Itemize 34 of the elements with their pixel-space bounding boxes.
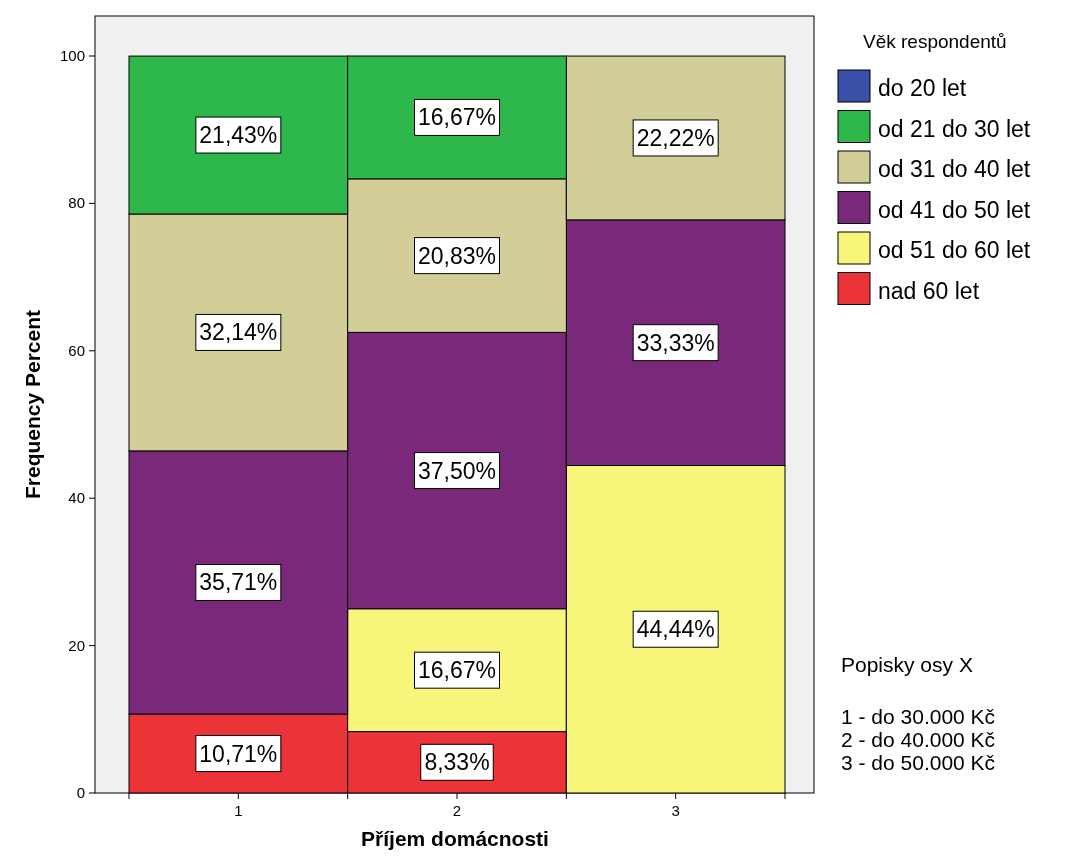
y-axis-title: Frequency Percent	[21, 309, 44, 500]
y-tick-label: 100	[59, 47, 85, 64]
data-label: 16,67%	[417, 104, 497, 131]
y-tick-label: 40	[68, 489, 85, 507]
legend-label: od 41 do 50 let	[878, 196, 1031, 223]
y-tick-label: 80	[68, 194, 85, 212]
data-label: 10,71%	[199, 740, 278, 767]
data-label: 21,43%	[199, 122, 278, 149]
legend-label: do 20 let	[878, 75, 967, 101]
legend-title: Věk respondentů	[863, 31, 1007, 52]
legend-label: nad 60 let	[878, 277, 980, 304]
y-tick-label: 60	[68, 341, 85, 359]
legend-label: od 31 do 40 let	[878, 156, 1031, 182]
text: 3 - do 50.000 Kč	[841, 751, 996, 774]
x-tick-label: 1	[234, 802, 243, 819]
data-label: 16,67%	[417, 657, 497, 684]
data-label: 32,14%	[199, 319, 278, 346]
data-label: 20,83%	[417, 242, 497, 269]
data-label: 22,22%	[636, 124, 715, 151]
data-label: 35,71%	[199, 569, 278, 596]
data-label: 37,50%	[417, 457, 497, 484]
text: 2 - do 40.000 Kč	[841, 728, 996, 751]
x-tick-label: 3	[671, 802, 680, 819]
text: 1 - do 30.000 Kč	[841, 705, 996, 728]
data-label: 8,33%	[424, 749, 490, 776]
x-axis-title: Příjem domácnosti	[361, 827, 549, 850]
legend-label: od 21 do 30 let	[878, 115, 1031, 142]
y-tick-label: 0	[76, 784, 85, 801]
text: Popisky osy X	[841, 653, 973, 676]
legend-label: od 51 do 60 let	[878, 237, 1031, 263]
data-label: 33,33%	[636, 329, 715, 356]
x-tick-label: 2	[452, 802, 462, 819]
y-tick-label: 20	[68, 636, 85, 654]
data-label: 44,44%	[636, 616, 715, 643]
